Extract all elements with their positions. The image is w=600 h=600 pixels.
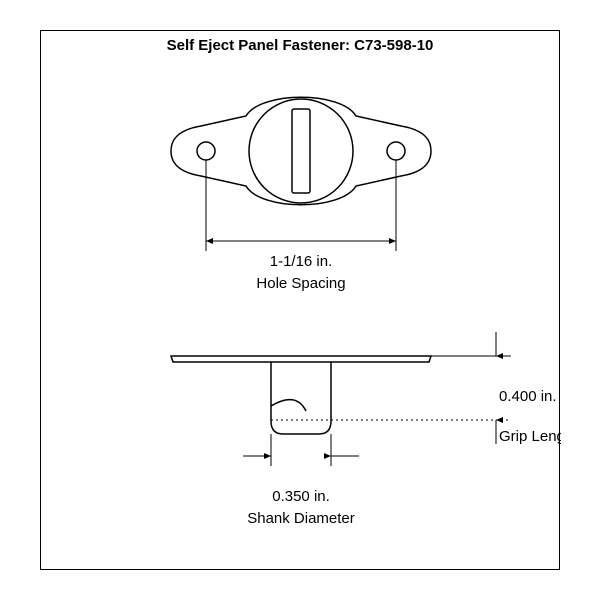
cam-slot	[271, 400, 306, 411]
plate-outline	[171, 97, 431, 205]
mount-hole-left	[197, 142, 215, 160]
plate-side	[171, 356, 431, 362]
dim-hole-spacing-value: 1-1/16 in.	[270, 253, 333, 270]
center-slot	[292, 109, 310, 193]
side-view: 0.400 in. Grip Length 0.350 in. Shank Di…	[171, 332, 561, 527]
drawing-svg: 1-1/16 in. Hole Spacing 0.400 in.	[41, 31, 561, 571]
mount-hole-right	[387, 142, 405, 160]
top-view: 1-1/16 in. Hole Spacing	[171, 97, 431, 292]
dim-shank-label: Shank Diameter	[247, 510, 355, 527]
dim-shank-value: 0.350 in.	[272, 488, 330, 505]
center-disc	[249, 99, 353, 203]
shank-body	[271, 362, 331, 434]
dim-grip-value: 0.400 in.	[499, 388, 557, 405]
dim-hole-spacing-label: Hole Spacing	[256, 275, 345, 292]
drawing-frame: Self Eject Panel Fastener: C73-598-10	[40, 30, 560, 570]
dim-grip-label: Grip Length	[499, 428, 561, 445]
page: Self Eject Panel Fastener: C73-598-10	[0, 0, 600, 600]
